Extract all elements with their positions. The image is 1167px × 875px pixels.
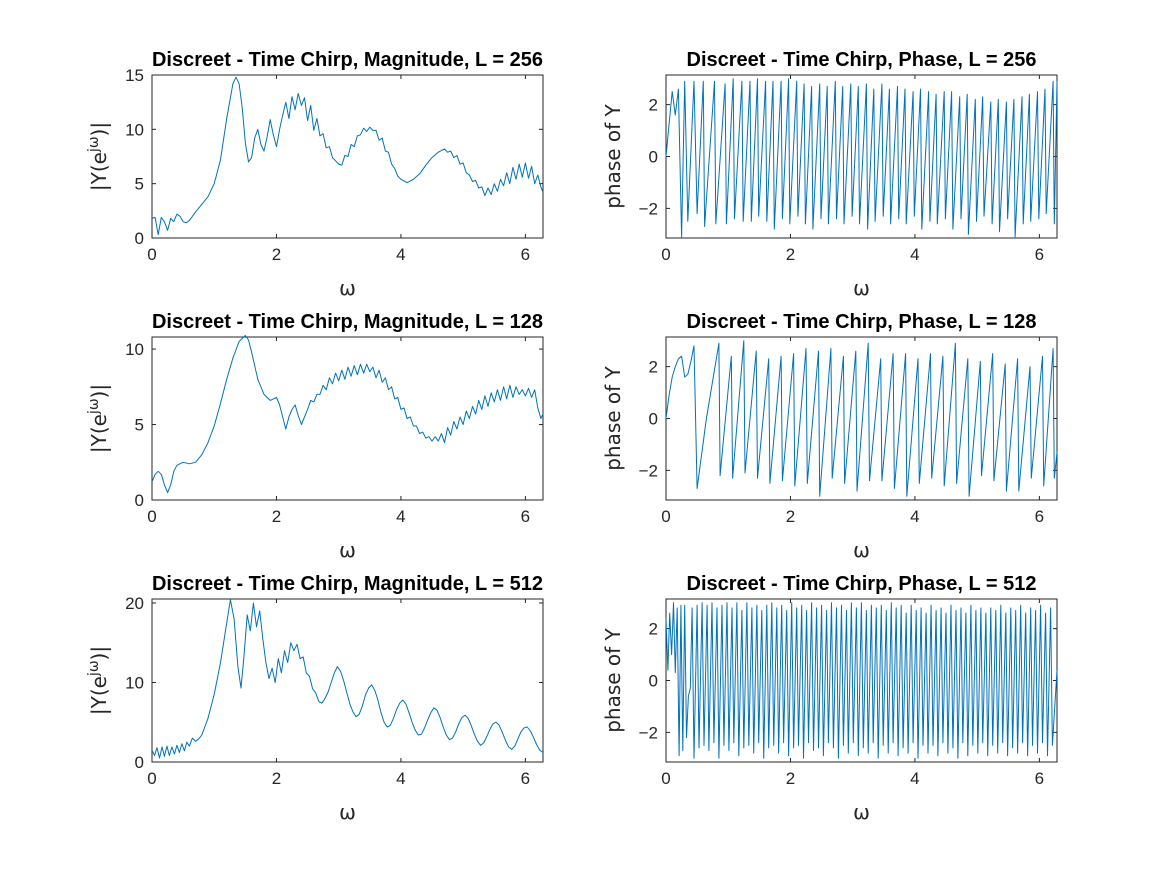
subplot-title: Discreet - Time Chirp, Magnitude, L = 12… (152, 311, 543, 333)
x-tick-label: 6 (1035, 769, 1044, 788)
y-tick-label: 0 (135, 753, 144, 772)
x-tick-label: 6 (1035, 507, 1044, 526)
plot-area (151, 336, 544, 501)
y-tick-label: 10 (125, 673, 144, 692)
subplot-title: Discreet - Time Chirp, Phase, L = 128 (687, 311, 1037, 333)
y-axis-label: |Y(ejω)| (86, 646, 111, 715)
series-line (665, 78, 1058, 238)
x-tick-label: 0 (147, 245, 156, 264)
subplot-4: 0 2 4 6 −2 0 2 Discreet - Time Chirp, Phase, L … (601, 311, 1058, 562)
series-line (151, 335, 544, 493)
x-tick-label: 4 (396, 507, 405, 526)
y-axis-label-superscript: jω (86, 660, 102, 677)
y-tick-label: −2 (639, 461, 658, 480)
series-line (665, 602, 1058, 759)
y-tick-label: 0 (135, 491, 144, 510)
y-tick-label: 15 (125, 66, 144, 85)
x-axis-label: ω (339, 276, 356, 300)
series-line (151, 76, 544, 236)
x-tick-label: 2 (272, 769, 281, 788)
y-tick-label: 2 (649, 96, 658, 115)
x-tick-label: 0 (661, 507, 670, 526)
subplot-2: 0 2 4 6 −2 0 2 Discreet - Time Chirp, Phase, L … (601, 49, 1058, 300)
y-axis-label-tail: )| (87, 384, 111, 399)
x-axis-label: ω (339, 538, 356, 562)
y-axis-label-tail: )| (87, 122, 111, 137)
plot-area (151, 598, 544, 763)
y-axis-label: phase of Y (601, 365, 625, 470)
x-tick-label: 0 (661, 245, 670, 264)
y-tick-label: 20 (125, 594, 144, 613)
y-axis-label: |Y(ejω)| (86, 122, 111, 191)
series-line (151, 599, 544, 759)
subplot-6: 0 2 4 6 −2 0 2 Discreet - Time Chirp, Phase, L … (601, 573, 1058, 824)
x-tick-label: 2 (272, 245, 281, 264)
plot-area (665, 336, 1058, 501)
y-tick-label: 0 (135, 229, 144, 248)
subplot-1: 0 2 4 6 0 5 10 15 Discreet - Time Chirp, Magnitu… (86, 49, 544, 300)
y-tick-label: 0 (649, 672, 658, 691)
x-tick-label: 0 (147, 507, 156, 526)
x-tick-label: 6 (521, 245, 530, 264)
y-tick-label: 10 (125, 120, 144, 139)
x-tick-label: 6 (1035, 245, 1044, 264)
subplot-title: Discreet - Time Chirp, Phase, L = 256 (687, 49, 1037, 71)
y-tick-label: −2 (639, 199, 658, 218)
x-tick-label: 4 (910, 507, 919, 526)
y-axis-label-base: |Y(e (87, 676, 111, 715)
y-tick-label: 10 (125, 340, 144, 359)
x-tick-label: 0 (661, 769, 670, 788)
subplot-title: Discreet - Time Chirp, Phase, L = 512 (687, 573, 1037, 595)
x-tick-label: 2 (272, 507, 281, 526)
y-tick-label: 2 (649, 358, 658, 377)
x-tick-label: 0 (147, 769, 156, 788)
y-axis-label-base: |Y(e (87, 414, 111, 453)
subplot-3: 0 2 4 6 0 5 10 Discreet - Time Chirp, Magnitude… (86, 311, 544, 562)
x-axis-label: ω (339, 800, 356, 824)
y-axis-label-base: |Y(e (87, 152, 111, 191)
y-tick-label: 0 (649, 148, 658, 167)
x-tick-label: 2 (786, 245, 795, 264)
subplot-title: Discreet - Time Chirp, Magnitude, L = 51… (152, 573, 543, 595)
y-axis-label: phase of Y (601, 103, 625, 208)
x-tick-label: 6 (521, 769, 530, 788)
y-axis-label: phase of Y (601, 627, 625, 732)
x-tick-label: 2 (786, 507, 795, 526)
y-tick-label: 5 (135, 175, 144, 194)
x-tick-label: 2 (786, 769, 795, 788)
y-axis-label: |Y(ejω)| (86, 384, 111, 453)
series-line (665, 340, 1058, 497)
x-tick-label: 4 (396, 245, 405, 264)
x-tick-label: 4 (910, 769, 919, 788)
y-tick-label: 5 (135, 416, 144, 435)
x-tick-label: 4 (910, 245, 919, 264)
x-tick-label: 4 (396, 769, 405, 788)
y-tick-label: 0 (649, 410, 658, 429)
y-tick-label: 2 (649, 620, 658, 639)
y-axis-label-superscript: jω (86, 136, 102, 153)
x-axis-label: ω (853, 276, 870, 300)
y-axis-label-superscript: jω (86, 398, 102, 415)
y-axis-label-tail: )| (87, 646, 111, 661)
subplot-title: Discreet - Time Chirp, Magnitude, L = 25… (152, 49, 543, 71)
y-tick-label: −2 (639, 723, 658, 742)
subplot-5: 0 2 4 6 0 10 20 Discreet - Time Chirp, Magnitud… (86, 573, 544, 824)
x-axis-label: ω (853, 800, 870, 824)
x-axis-label: ω (853, 538, 870, 562)
x-tick-label: 6 (521, 507, 530, 526)
